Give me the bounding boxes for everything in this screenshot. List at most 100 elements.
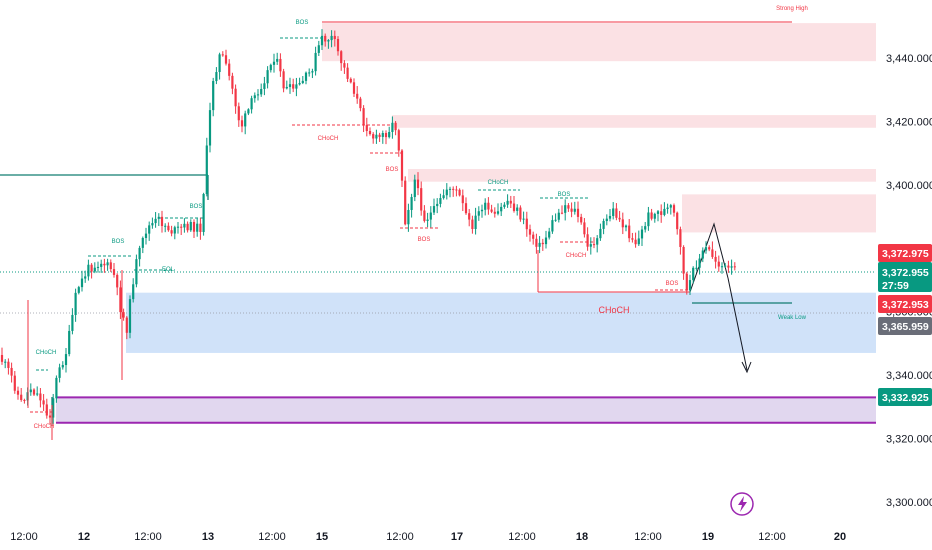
candle-body <box>464 203 468 214</box>
y-tick-label: 3,420.000 <box>886 116 932 128</box>
structure-label: BOS <box>386 167 399 173</box>
candle-body <box>208 110 212 146</box>
candle-body <box>413 179 416 198</box>
candle-body <box>196 223 199 232</box>
candle-body <box>298 82 301 85</box>
x-tick-label: 18 <box>576 531 588 543</box>
candle-body <box>455 189 458 191</box>
candle-body <box>292 84 295 89</box>
candle-body <box>154 218 157 224</box>
candle-body <box>487 202 490 210</box>
candle-body <box>730 266 733 268</box>
candle-body <box>493 211 496 214</box>
candle-body <box>506 200 509 205</box>
candle-body <box>541 242 544 245</box>
candle-body <box>637 238 640 245</box>
candle-body <box>144 233 148 238</box>
candle-body <box>135 259 138 285</box>
y-tick-label: 3,340.000 <box>886 370 932 382</box>
candle-body <box>202 194 205 232</box>
candle-body <box>234 88 237 107</box>
candle-body <box>669 205 672 208</box>
candle-body <box>436 203 439 207</box>
candle-body <box>256 94 260 96</box>
candle-body <box>61 365 64 368</box>
demand-zone <box>126 292 876 353</box>
structure-lines-layer <box>0 21 876 426</box>
candle-body <box>308 72 311 74</box>
candle-body <box>96 266 100 268</box>
x-tick-label: 15 <box>316 531 328 543</box>
candle-body <box>16 390 20 395</box>
arrow-head-icon <box>741 361 752 374</box>
candle-body <box>205 145 208 195</box>
candle-body <box>698 258 701 268</box>
x-tick-label: 20 <box>834 531 846 543</box>
structure-label: BOS <box>666 281 679 287</box>
price-badge-text: 3,365.959 <box>882 321 929 333</box>
candle-body <box>58 367 61 378</box>
candle-body <box>314 52 317 72</box>
x-tick-label: 12:00 <box>10 531 38 543</box>
candle-body <box>429 212 432 220</box>
candle-body <box>692 267 695 281</box>
candle-body <box>304 72 308 81</box>
candle-body <box>420 188 423 211</box>
candle-body <box>410 197 413 210</box>
candle-body <box>663 208 666 215</box>
x-tick-label: 12:00 <box>508 531 536 543</box>
candle-body <box>272 61 276 65</box>
candle-body <box>535 238 538 247</box>
candle-body <box>516 207 519 211</box>
x-tick-label: 12:00 <box>386 531 414 543</box>
candle-body <box>576 208 580 217</box>
candle-body <box>685 273 688 291</box>
candle-body <box>666 207 669 209</box>
candle-body <box>0 355 4 362</box>
candle-body <box>500 206 503 212</box>
candle-body <box>528 229 532 235</box>
lightning-icon[interactable] <box>730 492 754 516</box>
candle-body <box>644 226 647 230</box>
candle-body <box>608 215 612 219</box>
candle-body <box>432 206 436 213</box>
candle-body <box>103 263 106 266</box>
candle-body <box>583 222 586 235</box>
candle-body <box>180 226 183 228</box>
candle-body <box>538 242 541 247</box>
y-tick-label: 3,300.000 <box>886 497 932 509</box>
candle-body <box>733 266 736 268</box>
candle-body <box>199 223 202 232</box>
candle-body <box>365 125 368 131</box>
x-tick-label: 12:00 <box>634 531 662 543</box>
candle-body <box>253 95 256 99</box>
candle-body <box>122 312 125 318</box>
candle-body <box>68 330 71 355</box>
candle-body <box>701 250 704 259</box>
candle-body <box>621 219 624 228</box>
candle-body <box>656 211 660 214</box>
time-axis: 12:00 12 12:00 13 12:00 15 12:00 17 12:00 18 12:00… <box>10 531 846 543</box>
candle-body <box>7 361 10 368</box>
candle-body <box>717 261 720 267</box>
projection-path <box>689 222 729 293</box>
x-tick-label: 17 <box>451 531 463 543</box>
price-badge-text: 3,372.955 <box>882 267 929 279</box>
candle-body <box>320 35 324 46</box>
candle-body <box>170 230 173 234</box>
candle-body <box>141 237 144 248</box>
candle-body <box>224 55 228 64</box>
candle-body <box>544 237 548 245</box>
candle-body <box>42 400 45 405</box>
structure-label: CHoCH <box>36 350 57 356</box>
structure-label: Strong High <box>776 6 808 12</box>
candle-body <box>682 246 685 274</box>
price-badge-text: 3,372.975 <box>882 248 929 260</box>
candle-body <box>628 225 631 239</box>
candle-body <box>503 204 506 207</box>
structure-label: CHoCH <box>488 180 509 186</box>
y-tick-label: 3,320.000 <box>886 434 932 446</box>
candle-body <box>461 195 464 204</box>
